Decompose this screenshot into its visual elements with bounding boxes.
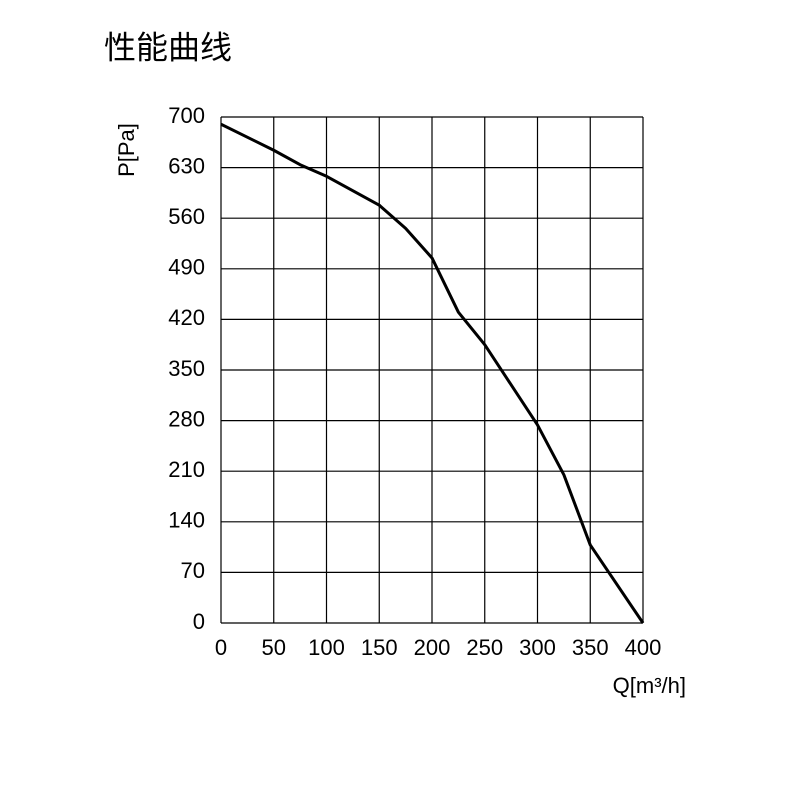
y-tick-label: 560	[168, 204, 205, 229]
y-axis-label: P[Pa]	[114, 123, 139, 177]
y-tick-label: 210	[168, 457, 205, 482]
x-tick-label: 150	[361, 635, 398, 660]
x-tick-label: 250	[466, 635, 503, 660]
x-tick-label: 300	[519, 635, 556, 660]
x-tick-label: 200	[414, 635, 451, 660]
x-tick-label: 100	[308, 635, 345, 660]
y-tick-label: 70	[181, 558, 205, 583]
x-tick-label: 400	[625, 635, 662, 660]
x-axis-label: Q[m³/h]	[613, 673, 686, 698]
x-tick-label: 50	[262, 635, 286, 660]
y-tick-label: 140	[168, 508, 205, 533]
y-tick-label: 280	[168, 406, 205, 431]
chart-title: 性能曲线	[104, 29, 232, 65]
y-tick-label: 490	[168, 255, 205, 280]
y-tick-label: 630	[168, 153, 205, 178]
y-tick-label: 420	[168, 305, 205, 330]
data-line	[220, 122, 645, 624]
y-tick-label: 700	[168, 103, 205, 128]
y-tick-label: 0	[193, 609, 205, 634]
x-tick-label: 350	[572, 635, 609, 660]
x-tick-label: 0	[215, 635, 227, 660]
y-tick-label: 350	[168, 356, 205, 381]
